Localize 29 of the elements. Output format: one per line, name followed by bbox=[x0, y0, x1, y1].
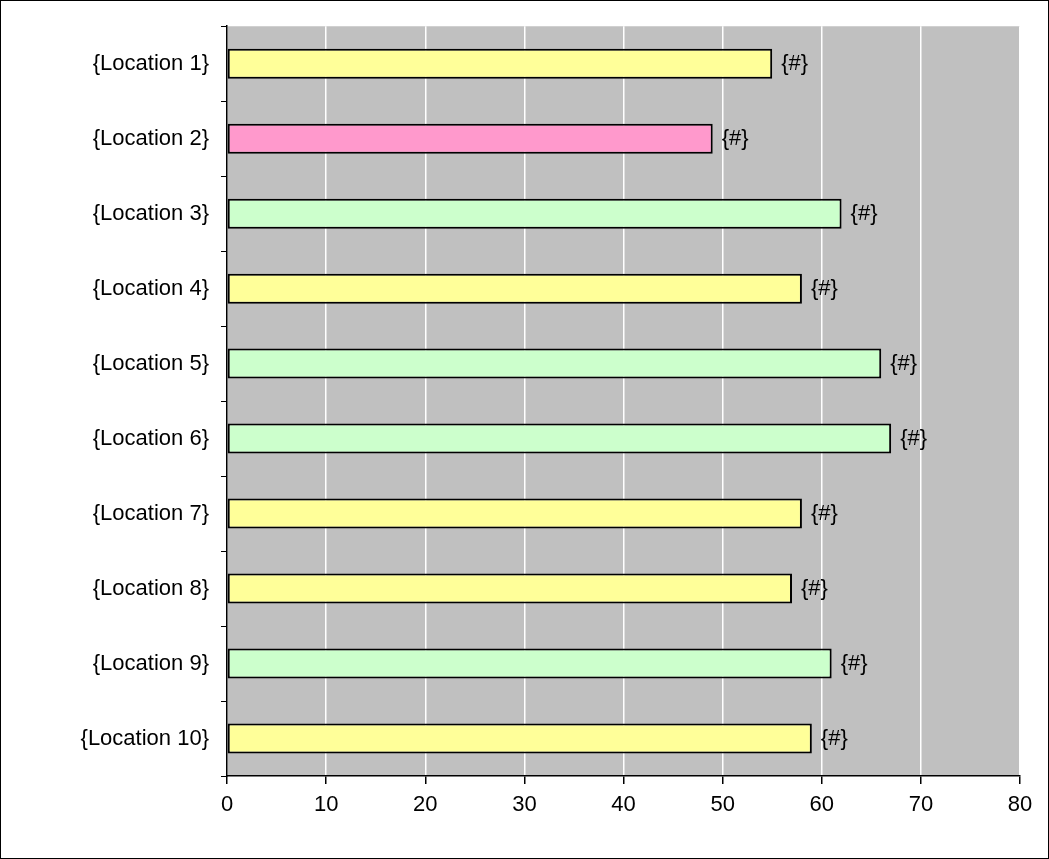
x-tick-label: 60 bbox=[809, 791, 834, 817]
y-tick-label: {Location 8} bbox=[92, 574, 209, 600]
data-label: {#} bbox=[890, 349, 918, 375]
x-tick-label: 10 bbox=[313, 791, 339, 817]
data-label: {#} bbox=[810, 499, 838, 525]
x-tick-label: 70 bbox=[908, 791, 934, 817]
data-label: {#} bbox=[900, 424, 928, 450]
y-tick-label: {Location 3} bbox=[92, 199, 209, 225]
y-tick-label: {Location 5} bbox=[92, 349, 209, 375]
data-label: {#} bbox=[840, 649, 868, 675]
data-label: {#} bbox=[781, 49, 809, 75]
y-tick-label: {Location 9} bbox=[92, 649, 209, 675]
x-tick-label: 80 bbox=[1007, 791, 1033, 817]
data-label: {#} bbox=[850, 199, 878, 225]
y-tick-label: {Location 7} bbox=[92, 499, 209, 525]
data-label: {#} bbox=[820, 724, 848, 750]
data-label: {#} bbox=[721, 124, 749, 150]
y-tick-label: {Location 10} bbox=[80, 724, 209, 750]
x-tick-label: 40 bbox=[611, 791, 636, 817]
y-tick-label: {Location 4} bbox=[92, 274, 209, 300]
x-tick-label: 20 bbox=[413, 791, 438, 817]
x-tick-label: 50 bbox=[710, 791, 735, 817]
y-tick-label: {Location 6} bbox=[92, 424, 209, 450]
data-label: {#} bbox=[810, 274, 838, 300]
y-tick-label: {Location 1} bbox=[92, 49, 209, 75]
x-tick-label: 0 bbox=[220, 791, 234, 817]
x-tick-label: 30 bbox=[512, 791, 537, 817]
y-tick-label: {Location 2} bbox=[92, 124, 209, 150]
data-label: {#} bbox=[801, 574, 828, 600]
